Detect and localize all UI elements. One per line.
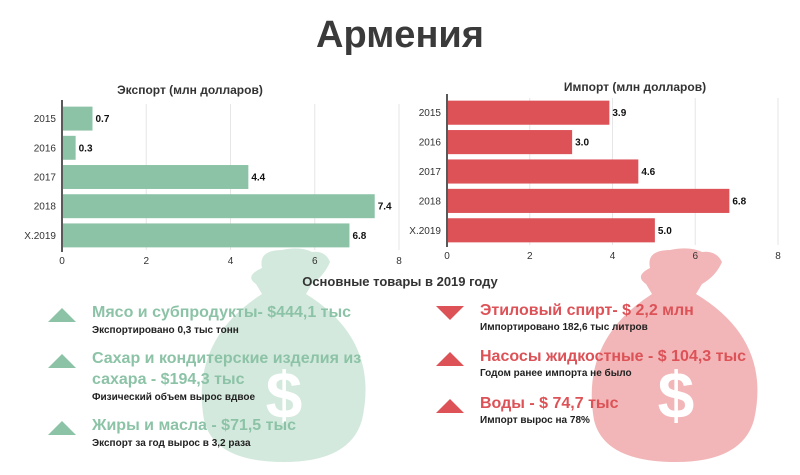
dollar-icon: $ [266,358,303,432]
category-label: 2018 [34,202,57,213]
x-tick-label: 6 [692,251,698,262]
import-item-note: Импорт вырос на 78% [480,415,590,426]
bar-value-label: 6.8 [352,231,366,242]
export-item-title: Сахар и кондитерские изделия из сахара -… [92,350,362,388]
triangle-down-icon [436,306,464,320]
bar-value-label: 4.4 [251,173,265,184]
export-item-title: Мясо и субпродукты- $444,1 тыс [92,304,352,321]
x-tick-label: 4 [228,256,234,267]
category-label: X.2019 [409,226,441,237]
x-tick-label: 2 [527,251,533,262]
category-label: 2016 [34,143,57,154]
bar [63,194,375,219]
export-chart-title: Экспорт (млн долларов) [117,83,263,97]
export-bar-chart: 0 2 4 6 8 0.7 2015 0.3 2016 4.4 2017 7.4 2018 6.8 X.20… [24,100,402,267]
x-tick-label: 0 [444,251,450,262]
category-label: 2017 [419,167,442,178]
x-tick-label: 6 [312,256,318,267]
bar-value-label: 3.9 [612,108,626,119]
import-item-note: Годом ранее импорта не было [480,368,632,379]
category-label: X.2019 [24,231,56,242]
category-label: 2016 [419,138,442,149]
x-tick-label: 8 [396,256,402,267]
import-item-title: Воды - $ 74,7 тыс [480,395,619,412]
export-item-note: Экспорт за год вырос в 3,2 раза [92,438,251,449]
import-bar-chart: 0 2 4 6 8 3.9 2015 3.0 2016 4.6 2017 6.8 2018 5.0 X.20… [409,94,781,262]
bar [63,165,249,189]
import-item-title: Насосы жидкостные - $ 104,3 тыс [480,348,747,365]
x-tick-label: 8 [775,251,781,262]
category-label: 2017 [34,173,57,184]
bar-value-label: 0.3 [79,143,93,154]
x-tick-label: 4 [610,251,616,262]
import-item-note: Импортировано 182,6 тыс литров [480,322,648,333]
bar-value-label: 0.7 [95,114,109,125]
bar [63,106,93,131]
x-tick-label: 0 [59,256,65,267]
category-label: 2015 [34,114,57,125]
section-title: Основные товары в 2019 году [302,274,498,289]
bar-value-label: 3.0 [575,138,589,149]
category-label: 2015 [419,108,442,119]
x-tick-label: 2 [143,256,149,267]
money-bag-icon-export: $ [201,248,366,462]
bar [448,130,573,155]
dollar-icon: $ [658,358,695,432]
bar-value-label: 5.0 [658,226,672,237]
bar [448,218,655,243]
bar-value-label: 6.8 [732,196,746,207]
bar [63,223,350,248]
bar-value-label: 4.6 [641,167,655,178]
bar-value-label: 7.4 [378,202,392,213]
bar [448,100,610,125]
category-label: 2018 [419,196,442,207]
export-item-note: Физический объем вырос вдвое [92,392,256,403]
import-item-title: Этиловый спирт- $ 2,2 млн [480,302,694,319]
export-item-title: Жиры и масла - $71,5 тыс [92,417,297,434]
page-title: Армения [316,14,484,56]
triangle-up-icon [48,354,76,368]
bar [448,159,639,184]
triangle-up-icon [48,421,76,435]
export-item-note: Экспортировано 0,3 тыс тонн [92,325,239,336]
triangle-up-icon [436,352,464,366]
money-bag-icon-import: $ [591,248,758,462]
bar [448,188,730,213]
bar [63,135,76,160]
import-chart-title: Импорт (млн долларов) [563,80,707,94]
triangle-up-icon [48,308,76,322]
triangle-up-icon [436,399,464,413]
